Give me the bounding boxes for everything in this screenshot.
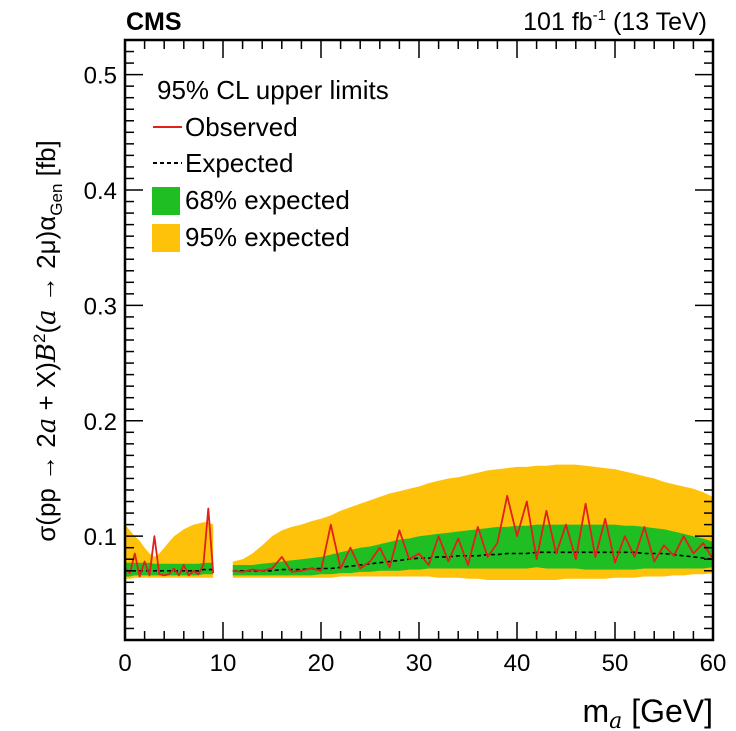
- legend-title: 95% CL upper limits: [157, 75, 389, 105]
- y-tick-label: 0.2: [84, 409, 117, 436]
- x-tick-label: 10: [210, 650, 237, 677]
- band-68-segment-1: [232, 524, 714, 576]
- observed-line-segment-0: [124, 507, 215, 578]
- legend: 95% CL upper limits Observed Expected 68…: [152, 75, 389, 252]
- y-tick-label: 0.3: [84, 293, 117, 320]
- experiment-label: CMS: [126, 8, 182, 36]
- legend-95-swatch: [152, 224, 180, 252]
- y-axis: 0.1 0.2 0.3 0.4 0.5: [84, 50, 713, 630]
- x-tick-label: 30: [406, 650, 433, 677]
- x-tick-label: 0: [118, 650, 131, 677]
- x-tick-label: 20: [308, 650, 335, 677]
- legend-observed-label: Observed: [185, 112, 298, 142]
- legend-expected-label: Expected: [185, 148, 293, 178]
- legend-95-label: 95% expected: [185, 222, 350, 252]
- lines-layer: [124, 494, 714, 578]
- expected-line-segment-0: [125, 568, 214, 572]
- lumi-label: 101 fb-1 (13 TeV): [523, 7, 707, 36]
- x-tick-label: 60: [700, 650, 727, 677]
- legend-68-label: 68% expected: [185, 185, 350, 215]
- y-tick-label: 0.5: [84, 63, 117, 90]
- x-axis-label: ma [GeV]: [583, 693, 713, 731]
- y-tick-label: 0.1: [84, 524, 117, 551]
- x-tick-label: 50: [602, 650, 629, 677]
- observed-line-segment-1: [232, 494, 714, 573]
- x-axis: 0 10 20 30 40 50 60: [118, 40, 726, 677]
- legend-68-swatch: [152, 187, 180, 215]
- y-tick-label: 0.4: [84, 178, 117, 205]
- x-tick-label: 40: [504, 650, 531, 677]
- y-axis-label: σ(pp → 2a + X)B2(a → 2μ)αGen [fb]: [30, 140, 66, 542]
